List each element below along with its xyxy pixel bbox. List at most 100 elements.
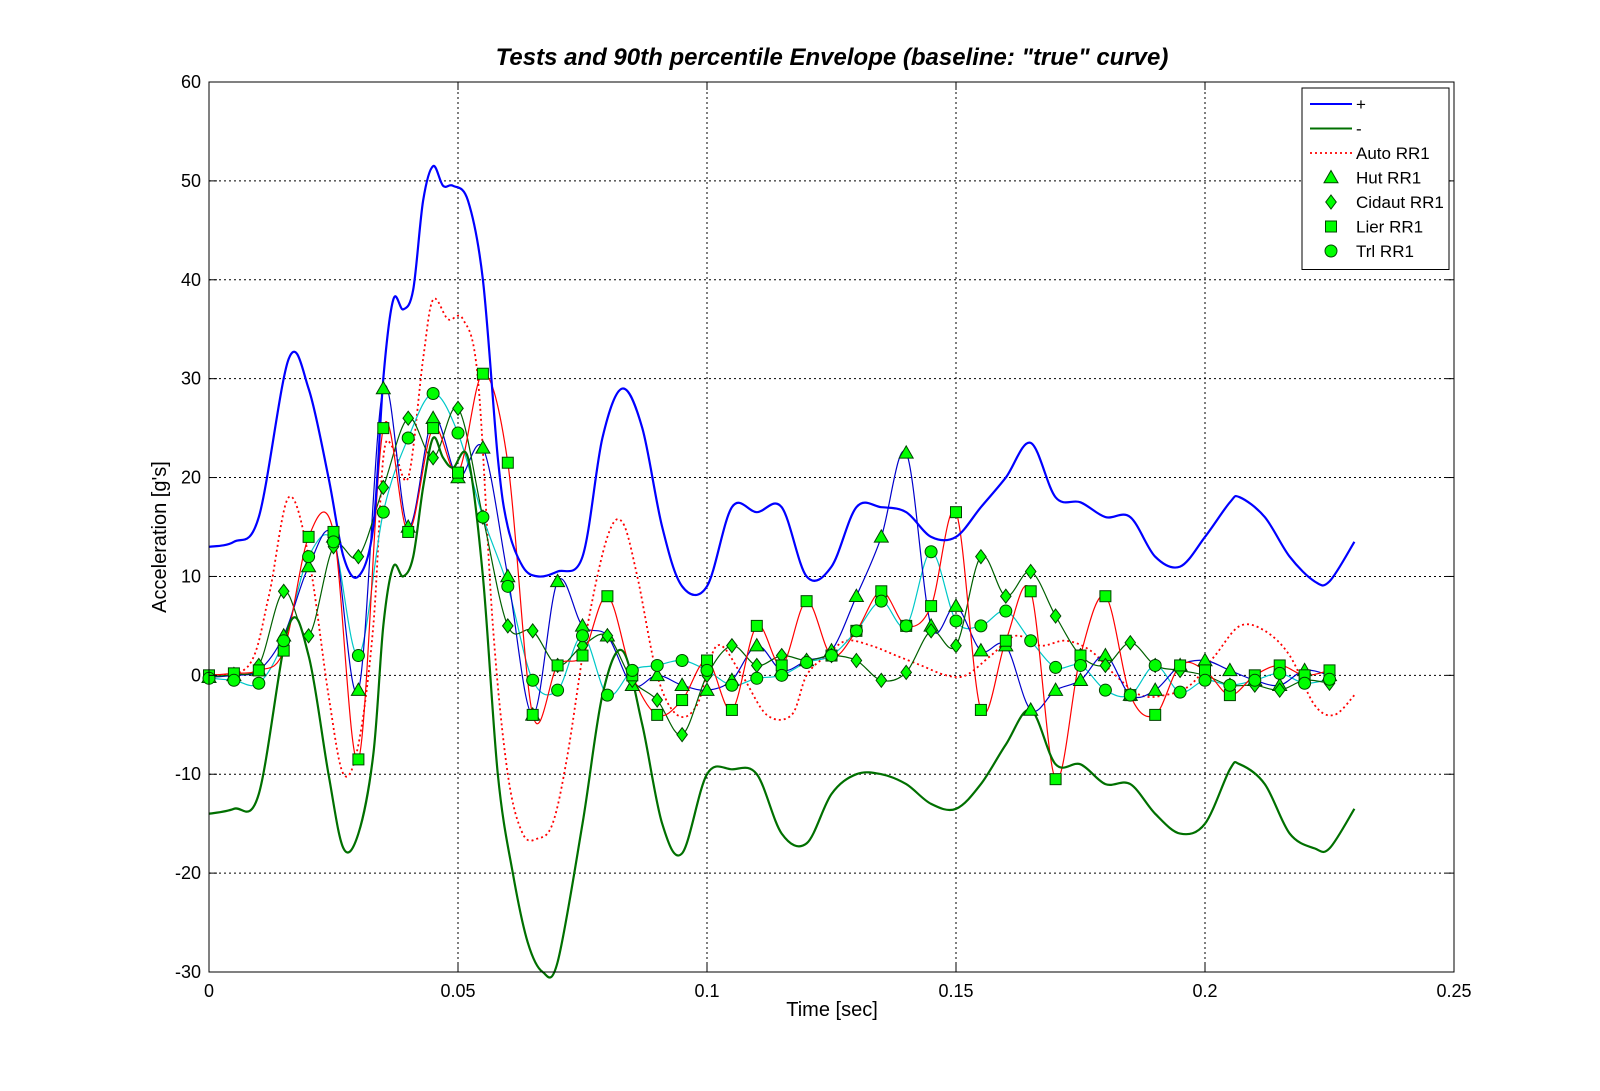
data-point-3 — [699, 682, 715, 696]
data-point-6 — [775, 668, 789, 682]
data-point-4 — [526, 622, 539, 639]
data-point-6 — [949, 614, 963, 628]
data-point-3 — [350, 682, 367, 696]
data-point-6 — [277, 634, 291, 648]
data-point-6 — [625, 663, 639, 677]
data-point-6 — [800, 655, 814, 669]
data-point-3 — [1022, 701, 1039, 716]
x-tick-label: 0.05 — [440, 981, 475, 1001]
data-point-4 — [875, 672, 888, 689]
data-point-4 — [601, 627, 614, 644]
data-point-3 — [674, 677, 690, 691]
data-point-6 — [725, 678, 739, 692]
data-point-5 — [601, 590, 614, 603]
data-point-6 — [750, 671, 764, 685]
data-point-6 — [825, 649, 838, 663]
data-point-5 — [427, 422, 440, 435]
data-point-6 — [451, 426, 465, 440]
legend-label: Auto RR1 — [1356, 144, 1430, 163]
data-point-4 — [999, 588, 1012, 605]
data-point-5 — [377, 422, 390, 435]
data-point-3 — [375, 380, 392, 395]
data-point-3 — [948, 598, 964, 612]
data-point-3 — [748, 637, 765, 652]
y-tick-label: 0 — [191, 665, 201, 685]
x-tick-label: 0.25 — [1436, 981, 1471, 1001]
data-point-6 — [974, 619, 988, 633]
data-point-4 — [1099, 657, 1112, 674]
data-point-3 — [973, 642, 989, 657]
data-point-4 — [302, 627, 315, 644]
data-point-6 — [1248, 673, 1262, 687]
data-point-3 — [300, 558, 317, 573]
data-point-4 — [925, 622, 937, 639]
y-tick-label: -20 — [175, 863, 201, 883]
data-point-5 — [1149, 708, 1162, 721]
data-point-4 — [900, 664, 913, 681]
data-point-4 — [850, 652, 863, 669]
data-point-6 — [1148, 658, 1162, 672]
data-point-6 — [1024, 634, 1038, 648]
data-point-4 — [277, 583, 290, 600]
legend-marker — [1323, 169, 1339, 184]
y-tick-label: -30 — [175, 962, 201, 982]
legend-label: Trl RR1 — [1356, 242, 1414, 261]
data-point-4 — [427, 449, 439, 466]
data-point-6 — [376, 505, 390, 519]
data-point-6 — [1323, 672, 1336, 686]
data-point-3 — [898, 444, 915, 459]
data-point-5 — [476, 367, 489, 380]
data-point-6 — [874, 594, 888, 608]
data-point-6 — [302, 550, 316, 564]
data-point-5 — [252, 664, 265, 677]
data-point-5 — [302, 530, 315, 543]
data-point-5 — [1099, 590, 1112, 603]
chart-title: Tests and 90th percentile Envelope (base… — [496, 44, 1169, 71]
data-point-6 — [1198, 673, 1212, 687]
data-point-4 — [452, 400, 464, 417]
legend-label: Hut RR1 — [1356, 169, 1421, 188]
x-tick-label: 0 — [204, 981, 214, 1001]
series-line-0 — [208, 164, 1356, 597]
data-point-4 — [726, 637, 738, 654]
data-point-4 — [1273, 682, 1286, 699]
data-point-6 — [401, 431, 415, 445]
y-tick-label: 30 — [181, 369, 201, 389]
data-point-5 — [750, 619, 763, 632]
data-point-5 — [950, 506, 962, 519]
data-point-3 — [1072, 672, 1089, 687]
data-point-3 — [1222, 662, 1238, 677]
plot-frame — [208, 81, 1455, 973]
data-point-6 — [849, 624, 863, 638]
data-point-5 — [452, 466, 464, 479]
data-point-6 — [675, 654, 689, 667]
data-point-5 — [725, 703, 738, 716]
data-point-5 — [800, 595, 813, 608]
data-point-5 — [1049, 773, 1062, 786]
data-point-6 — [1298, 676, 1312, 690]
data-point-4 — [1124, 634, 1137, 651]
data-point-4 — [676, 726, 688, 743]
data-point-5 — [974, 703, 987, 716]
data-point-6 — [1223, 678, 1237, 692]
data-point-6 — [1049, 660, 1063, 674]
series-line-1 — [208, 436, 1356, 979]
x-tick-label: 0.15 — [938, 981, 973, 1001]
data-point-6 — [501, 579, 515, 593]
data-point-6 — [999, 604, 1013, 618]
data-point-5 — [925, 600, 938, 613]
data-point-6 — [600, 688, 614, 702]
data-point-3 — [475, 439, 491, 454]
data-point-6 — [1123, 688, 1137, 702]
data-point-5 — [1024, 585, 1037, 598]
data-point-5 — [1174, 659, 1187, 672]
y-tick-label: -10 — [175, 764, 201, 784]
data-point-6 — [576, 629, 589, 643]
legend-label: Cidaut RR1 — [1356, 193, 1444, 212]
data-point-6 — [650, 658, 664, 672]
axis-ticks: 0 0.05 0.1 0.15 0.2 0.25 -30 -20 -10 0 10 20 30 40 50 6… — [175, 72, 1472, 1001]
data-point-3 — [873, 528, 890, 543]
data-point-4 — [651, 692, 664, 708]
